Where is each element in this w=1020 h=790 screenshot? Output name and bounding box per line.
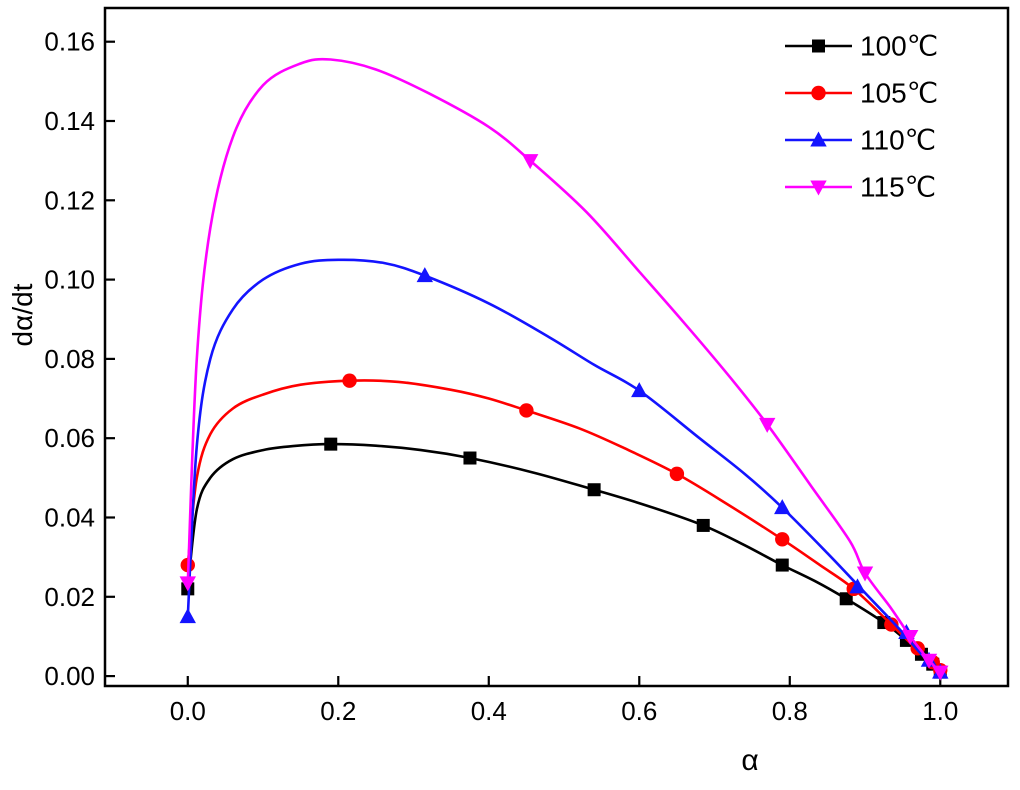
legend-marker (811, 85, 826, 101)
y-axis-label: dα/dt (7, 283, 38, 346)
y-tick-label: 0.04 (44, 502, 95, 532)
x-tick-label: 0.2 (320, 696, 356, 726)
x-axis: 0.0 0.2 0.4 0.6 0.8 1.0 (170, 676, 958, 726)
y-tick-label: 0.02 (44, 582, 95, 612)
series-0-marker (696, 518, 710, 532)
x-axis-label: α (741, 744, 758, 777)
x-tick-label: 0.0 (170, 696, 206, 726)
y-tick-label: 0.00 (44, 661, 95, 691)
x-tick-label: 0.6 (621, 696, 657, 726)
series-3-marker (759, 417, 776, 433)
y-axis: 0.00 0.02 0.04 0.06 0.08 0.10 0.12 0.14 0.16 (44, 27, 115, 691)
series-3-marker (901, 629, 919, 645)
series-1-marker (342, 373, 357, 388)
series-0-marker (775, 558, 789, 572)
legend-label: 115℃ (860, 172, 936, 203)
x-tick-label: 1.0 (922, 696, 958, 726)
series-2-marker (631, 382, 648, 398)
series-3-marker (521, 154, 539, 170)
x-tick-label: 0.4 (471, 696, 507, 726)
plot-border (103, 6, 1010, 688)
y-tick-label: 0.16 (44, 27, 95, 57)
y-tick-label: 0.06 (44, 423, 95, 453)
series-0-marker (463, 451, 477, 465)
y-tick-label: 0.08 (44, 344, 95, 374)
legend: 100℃ 105℃ 110℃ 115℃ (785, 31, 938, 203)
series-3-marker (856, 566, 874, 582)
legend-label: 110℃ (860, 125, 936, 156)
y-tick-label: 0.12 (44, 185, 95, 215)
series-3 (179, 57, 949, 681)
series-2-marker (179, 608, 196, 624)
series-3-marker (932, 665, 949, 681)
series-2 (179, 258, 949, 679)
series-1-curve (186, 379, 942, 672)
series-0-marker (324, 437, 338, 451)
legend-item: 115℃ (785, 172, 936, 203)
series-1-marker (884, 617, 899, 632)
x-tick-label: 0.8 (772, 696, 808, 726)
legend-marker (812, 39, 825, 53)
series-0-marker (839, 592, 853, 606)
series-2-marker (416, 267, 434, 283)
series-2-marker (774, 499, 791, 515)
legend-label: 100℃ (860, 31, 938, 62)
series-2-marker (849, 578, 866, 594)
series-2-curve (186, 258, 942, 674)
series-0-curve (186, 442, 942, 674)
y-tick-label: 0.10 (44, 265, 95, 295)
series-1 (180, 373, 948, 678)
legend-item: 100℃ (785, 31, 938, 62)
y-tick-label: 0.14 (44, 106, 95, 136)
series-1-marker (519, 403, 534, 418)
series-1-marker (669, 466, 685, 482)
series-3-marker (920, 653, 938, 669)
series-3-marker (179, 576, 196, 592)
series-0-marker (587, 483, 601, 497)
legend-item: 110℃ (785, 125, 936, 156)
series-1-marker (775, 532, 790, 547)
series-3-curve (186, 57, 942, 674)
legend-item: 105℃ (785, 78, 938, 109)
legend-marker (810, 131, 827, 147)
legend-label: 105℃ (860, 78, 938, 109)
legend-marker (810, 180, 827, 196)
